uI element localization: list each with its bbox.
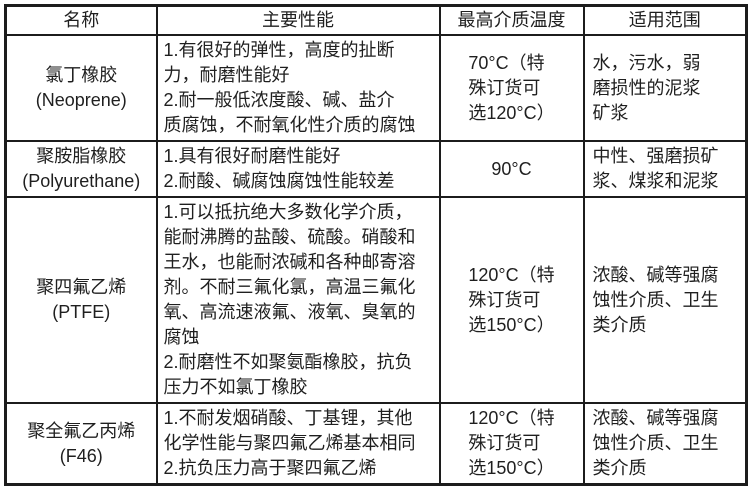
max-temp-cell: 120°C（特 殊订货可 选150°C） bbox=[438, 196, 585, 404]
max-temp-text: 70°C（特 殊订货可 选120°C） bbox=[468, 52, 555, 123]
material-name-cell: 氯丁橡胶 (Neoprene) bbox=[4, 34, 158, 142]
table-row-neoprene: 氯丁橡胶 (Neoprene) 1.有很好的弹性，高度的扯断 力，耐磨性能好 2… bbox=[4, 34, 748, 142]
max-temp-text: 120°C（特 殊订货可 选150°C） bbox=[468, 408, 555, 478]
table-row-polyurethane: 聚胺脂橡胶 (Polyurethane) 1.具有很好耐磨性能好 2.耐酸、碱腐… bbox=[4, 140, 748, 198]
max-temp-text: 120°C（特 殊订货可 选150°C） bbox=[468, 264, 555, 335]
max-temp-cell: 90°C bbox=[438, 140, 585, 198]
liner-material-spec-table: 名称 主要性能 最高介质温度 适用范围 氯丁橡胶 (Neoprene) 1.有很… bbox=[4, 4, 748, 486]
table-row-ptfe: 聚四氟乙烯 (PTFE) 1.可以抵抗绝大多数化学介质， 能耐沸腾的盐酸、硫酸。… bbox=[4, 196, 748, 404]
max-temp-text: 90°C bbox=[491, 158, 532, 179]
max-temp-cell: 120°C（特 殊订货可 选150°C） bbox=[438, 402, 585, 486]
material-name-cell: 聚四氟乙烯 (PTFE) bbox=[4, 196, 158, 404]
material-name-cell: 聚胺脂橡胶 (Polyurethane) bbox=[4, 140, 158, 198]
column-header-main-performance: 主要性能 bbox=[155, 4, 441, 36]
column-header-max-medium-temperature: 最高介质温度 bbox=[438, 4, 585, 36]
applicable-range-cell: 中性、强磨损矿 浆、煤浆和泥浆 bbox=[582, 140, 748, 198]
column-header-name: 名称 bbox=[4, 4, 158, 36]
performance-cell: 1.可以抵抗绝大多数化学介质， 能耐沸腾的盐酸、硫酸。硝酸和 王水，也能耐浓碱和… bbox=[155, 196, 441, 404]
column-header-applicable-range: 适用范围 bbox=[582, 4, 748, 36]
applicable-range-cell: 水，污水，弱 磨损性的泥浆 矿浆 bbox=[582, 34, 748, 142]
performance-cell: 1.不耐发烟硝酸、丁基锂，其他 化学性能与聚四氟乙烯基本相同 2.抗负压力高于聚… bbox=[155, 402, 441, 486]
applicable-range-cell: 浓酸、碱等强腐 蚀性介质、卫生 类介质 bbox=[582, 402, 748, 486]
table-row-f46: 聚全氟乙丙烯 (F46) 1.不耐发烟硝酸、丁基锂，其他 化学性能与聚四氟乙烯基… bbox=[4, 402, 748, 486]
performance-cell: 1.有很好的弹性，高度的扯断 力，耐磨性能好 2.耐一般低浓度酸、碱、盐介 质腐… bbox=[155, 34, 441, 142]
material-name-cell: 聚全氟乙丙烯 (F46) bbox=[4, 402, 158, 486]
performance-cell: 1.具有很好耐磨性能好 2.耐酸、碱腐蚀腐蚀性能较差 bbox=[155, 140, 441, 198]
table-header-row: 名称 主要性能 最高介质温度 适用范围 bbox=[4, 4, 748, 36]
applicable-range-cell: 浓酸、碱等强腐 蚀性介质、卫生 类介质 bbox=[582, 196, 748, 404]
max-temp-cell: 70°C（特 殊订货可 选120°C） bbox=[438, 34, 585, 142]
